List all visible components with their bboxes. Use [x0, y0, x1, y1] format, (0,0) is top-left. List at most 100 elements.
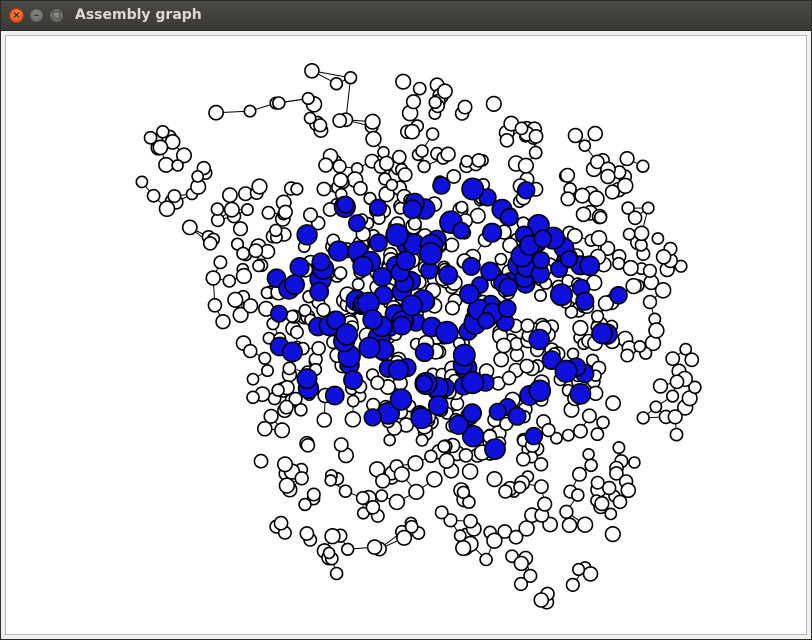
- graph-node[interactable]: [561, 428, 575, 442]
- graph-node[interactable]: [499, 133, 515, 148]
- graph-node[interactable]: [344, 410, 362, 428]
- graph-node-highlighted[interactable]: [432, 176, 451, 195]
- graph-node[interactable]: [332, 159, 347, 174]
- graph-node[interactable]: [642, 263, 658, 278]
- graph-node[interactable]: [443, 513, 458, 528]
- graph-node-highlighted[interactable]: [532, 251, 551, 270]
- graph-node[interactable]: [669, 427, 684, 442]
- graph-node-highlighted[interactable]: [524, 426, 543, 446]
- graph-node[interactable]: [559, 167, 576, 183]
- graph-node-highlighted[interactable]: [560, 250, 578, 268]
- graph-node[interactable]: [407, 455, 424, 472]
- graph-node-highlighted[interactable]: [498, 277, 518, 297]
- graph-node-highlighted[interactable]: [326, 310, 347, 331]
- graph-node[interactable]: [263, 408, 279, 424]
- graph-node[interactable]: [604, 184, 621, 200]
- graph-node[interactable]: [202, 236, 218, 251]
- graph-node[interactable]: [651, 232, 665, 245]
- graph-node[interactable]: [573, 423, 588, 439]
- graph-node[interactable]: [636, 159, 650, 173]
- graph-node[interactable]: [243, 343, 258, 359]
- graph-node-highlighted[interactable]: [414, 342, 435, 363]
- graph-node[interactable]: [601, 480, 617, 496]
- graph-node[interactable]: [269, 223, 283, 238]
- graph-node-highlighted[interactable]: [372, 266, 393, 287]
- graph-node[interactable]: [541, 423, 556, 438]
- graph-node[interactable]: [444, 300, 460, 316]
- graph-node[interactable]: [205, 270, 221, 286]
- graph-node[interactable]: [397, 167, 413, 183]
- graph-node[interactable]: [641, 201, 655, 215]
- graph-node[interactable]: [576, 516, 594, 533]
- graph-node[interactable]: [437, 83, 453, 100]
- graph-node[interactable]: [617, 177, 634, 195]
- graph-node[interactable]: [171, 159, 184, 172]
- graph-node[interactable]: [346, 394, 360, 408]
- graph-node[interactable]: [648, 322, 665, 339]
- graph-node[interactable]: [574, 187, 591, 204]
- graph-node[interactable]: [243, 104, 257, 118]
- graph-node[interactable]: [578, 139, 592, 152]
- graph-node-highlighted[interactable]: [335, 323, 359, 346]
- graph-node[interactable]: [355, 490, 370, 505]
- graph-node[interactable]: [571, 466, 587, 482]
- graph-node[interactable]: [301, 91, 315, 106]
- graph-node-highlighted[interactable]: [438, 265, 459, 286]
- graph-node[interactable]: [456, 485, 471, 499]
- graph-node-highlighted[interactable]: [402, 199, 423, 220]
- graph-node[interactable]: [329, 566, 344, 581]
- graph-node[interactable]: [493, 351, 510, 368]
- graph-node[interactable]: [434, 505, 449, 520]
- graph-node[interactable]: [667, 409, 683, 425]
- graph-node-highlighted[interactable]: [482, 222, 503, 243]
- graph-node-highlighted[interactable]: [528, 328, 551, 351]
- graph-node[interactable]: [622, 227, 636, 241]
- graph-node-highlighted[interactable]: [395, 250, 417, 271]
- graph-node[interactable]: [471, 153, 487, 168]
- graph-node[interactable]: [395, 73, 412, 90]
- graph-node[interactable]: [654, 282, 672, 299]
- graph-node[interactable]: [565, 577, 580, 593]
- graph-node[interactable]: [684, 352, 700, 368]
- graph-node[interactable]: [246, 372, 260, 386]
- graph-node[interactable]: [261, 364, 275, 378]
- graph-canvas[interactable]: [5, 35, 807, 635]
- graph-node[interactable]: [299, 526, 315, 541]
- graph-node-highlighted[interactable]: [480, 261, 501, 282]
- graph-node-highlighted[interactable]: [296, 368, 318, 390]
- graph-node[interactable]: [318, 157, 334, 173]
- graph-node[interactable]: [619, 150, 635, 167]
- graph-node[interactable]: [561, 517, 578, 534]
- graph-node[interactable]: [415, 144, 429, 158]
- graph-node-highlighted[interactable]: [343, 369, 364, 390]
- graph-node[interactable]: [581, 408, 597, 424]
- graph-node[interactable]: [294, 471, 309, 486]
- graph-node[interactable]: [253, 453, 269, 469]
- graph-node[interactable]: [222, 274, 237, 288]
- graph-node-highlighted[interactable]: [461, 371, 485, 395]
- graph-node[interactable]: [584, 458, 598, 473]
- graph-node-highlighted[interactable]: [484, 438, 506, 461]
- graph-node-highlighted[interactable]: [296, 224, 318, 246]
- graph-node[interactable]: [388, 493, 406, 511]
- graph-node[interactable]: [316, 302, 331, 318]
- graph-node[interactable]: [605, 395, 621, 412]
- graph-node-highlighted[interactable]: [533, 229, 553, 248]
- graph-node-highlighted[interactable]: [477, 311, 495, 330]
- graph-node[interactable]: [590, 309, 605, 323]
- graph-node[interactable]: [537, 496, 553, 512]
- graph-node[interactable]: [404, 123, 421, 140]
- graph-node[interactable]: [294, 402, 308, 417]
- graph-node[interactable]: [289, 325, 304, 340]
- graph-node-highlighted[interactable]: [517, 181, 536, 200]
- graph-node[interactable]: [351, 277, 365, 291]
- graph-node[interactable]: [396, 529, 413, 546]
- graph-node[interactable]: [152, 139, 169, 156]
- graph-node[interactable]: [590, 475, 605, 490]
- graph-node[interactable]: [329, 76, 344, 91]
- graph-node[interactable]: [600, 168, 616, 185]
- graph-node[interactable]: [513, 576, 529, 592]
- graph-node[interactable]: [567, 127, 584, 144]
- graph-node[interactable]: [370, 375, 385, 391]
- graph-node[interactable]: [248, 243, 264, 259]
